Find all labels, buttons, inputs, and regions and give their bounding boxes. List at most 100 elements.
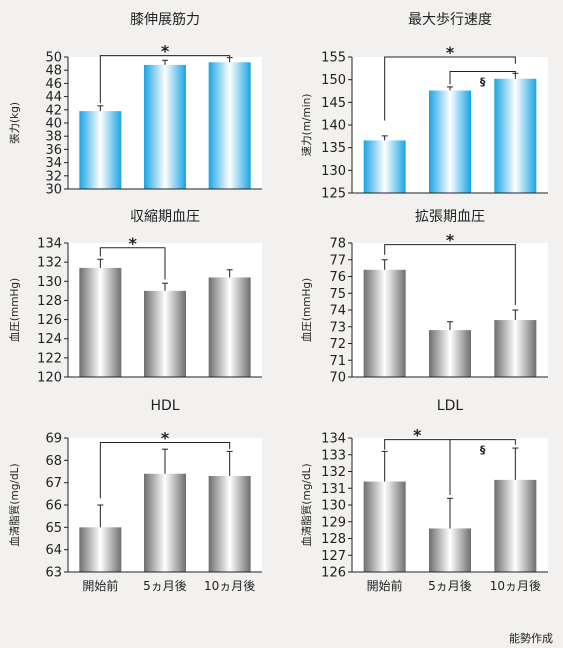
- y-tick-label: 48: [45, 64, 62, 79]
- y-tick-label: 140: [321, 119, 346, 134]
- significance-marker: §: [480, 444, 486, 457]
- significance-marker: *: [128, 234, 137, 253]
- y-tick-label: 155: [321, 51, 346, 66]
- y-axis-label: 速力(m/min): [300, 94, 313, 157]
- y-tick-label: 46: [45, 77, 62, 92]
- y-tick-label: 70: [329, 371, 346, 386]
- y-tick-label: 38: [45, 130, 62, 145]
- significance-bracket: [449, 71, 516, 85]
- y-tick-label: 134: [321, 432, 346, 447]
- significance-marker: §: [480, 76, 486, 89]
- x-tick-label: 10ヵ月後: [204, 579, 255, 593]
- y-axis-label: 血清脂質(mg/dL): [8, 463, 21, 546]
- y-tick-label: 134: [37, 237, 62, 252]
- y-tick-label: 133: [321, 448, 346, 463]
- y-tick-label: 76: [329, 270, 346, 285]
- y-tick-label: 73: [329, 320, 346, 335]
- y-tick-label: 71: [329, 354, 346, 369]
- y-tick-label: 75: [329, 287, 346, 302]
- y-tick-label: 128: [37, 294, 62, 309]
- significance-bracket: [384, 244, 516, 305]
- chart-panel-5: HDL 血清脂質(mg/dL) 63 64 65 66 67 68 69 * 開始前 5ヵ月後 10ヵ月…: [8, 398, 262, 593]
- y-tick-label: 63: [45, 566, 62, 581]
- significance-bracket: [99, 55, 231, 104]
- y-tick-label: 120: [37, 371, 62, 386]
- bar-1: [79, 267, 122, 377]
- y-tick-label: 74: [329, 304, 346, 319]
- y-axis-label: 張力(kg): [8, 102, 21, 144]
- bar-1: [363, 481, 406, 572]
- y-tick-label: 128: [321, 532, 346, 547]
- y-tick-label: 126: [321, 566, 346, 581]
- bar-2: [144, 290, 186, 377]
- y-tick-label: 130: [321, 499, 346, 514]
- bar-1: [79, 111, 122, 189]
- bar-1: [363, 269, 406, 377]
- y-axis-label: 血清脂質(mg/dL): [300, 463, 313, 546]
- bar-2: [429, 90, 471, 193]
- bar-1: [363, 140, 406, 193]
- y-tick-label: 131: [321, 482, 346, 497]
- significance-marker: *: [446, 43, 455, 62]
- y-tick-label: 132: [37, 256, 62, 271]
- chart-title: LDL: [437, 398, 464, 414]
- y-tick-label: 65: [45, 521, 62, 536]
- significance-bracket: [384, 56, 516, 121]
- y-tick-label: 127: [321, 549, 346, 564]
- y-tick-label: 64: [45, 543, 62, 558]
- x-tick-label: 開始前: [82, 578, 118, 593]
- significance-marker: *: [446, 231, 455, 250]
- chart-title: 拡張期血圧: [415, 209, 485, 225]
- y-axis-label: 血圧(mmHg): [8, 278, 21, 342]
- x-tick-label: 5ヵ月後: [428, 579, 472, 593]
- bar-3: [494, 320, 537, 377]
- y-tick-label: 67: [45, 476, 62, 491]
- x-tick-label: 開始前: [367, 578, 403, 593]
- y-tick-label: 135: [321, 141, 346, 156]
- y-tick-label: 44: [45, 90, 62, 105]
- y-tick-label: 42: [45, 103, 62, 118]
- x-tick-label: 10ヵ月後: [490, 579, 541, 593]
- bar-3: [494, 78, 537, 193]
- y-tick-label: 32: [45, 169, 62, 184]
- bar-3: [208, 475, 251, 572]
- y-tick-label: 40: [45, 117, 62, 132]
- bar-2: [144, 64, 186, 189]
- y-tick-label: 68: [45, 454, 62, 469]
- y-tick-label: 150: [321, 73, 346, 88]
- bar-2: [144, 473, 186, 572]
- chart-title: 膝伸展筋力: [130, 11, 200, 28]
- bar-3: [208, 277, 251, 377]
- bar-3: [494, 479, 537, 572]
- y-tick-label: 72: [329, 337, 346, 352]
- y-tick-label: 125: [321, 187, 346, 202]
- chart-title: 収縮期血圧: [130, 209, 200, 225]
- y-tick-label: 50: [45, 51, 62, 66]
- y-tick-label: 126: [37, 313, 62, 328]
- y-tick-label: 122: [37, 351, 62, 366]
- y-tick-label: 145: [321, 96, 346, 111]
- significance-bracket: [99, 247, 166, 280]
- significance-bracket: [99, 441, 231, 499]
- y-tick-label: 66: [45, 499, 62, 514]
- bar-1: [79, 527, 122, 572]
- y-axis-label: 血圧(mmHg): [300, 278, 313, 342]
- significance-marker: *: [161, 428, 170, 447]
- x-tick-label: 5ヵ月後: [143, 579, 187, 593]
- y-tick-label: 132: [321, 465, 346, 480]
- y-tick-label: 77: [329, 253, 346, 268]
- significance-marker: *: [413, 426, 422, 445]
- y-tick-label: 78: [329, 237, 346, 252]
- bar-2: [429, 528, 471, 572]
- significance-bracket: [449, 439, 516, 495]
- credit-text: 能勢作成: [509, 632, 553, 645]
- bar-2: [429, 330, 471, 377]
- y-tick-label: 69: [45, 432, 62, 447]
- significance-marker: *: [161, 42, 170, 61]
